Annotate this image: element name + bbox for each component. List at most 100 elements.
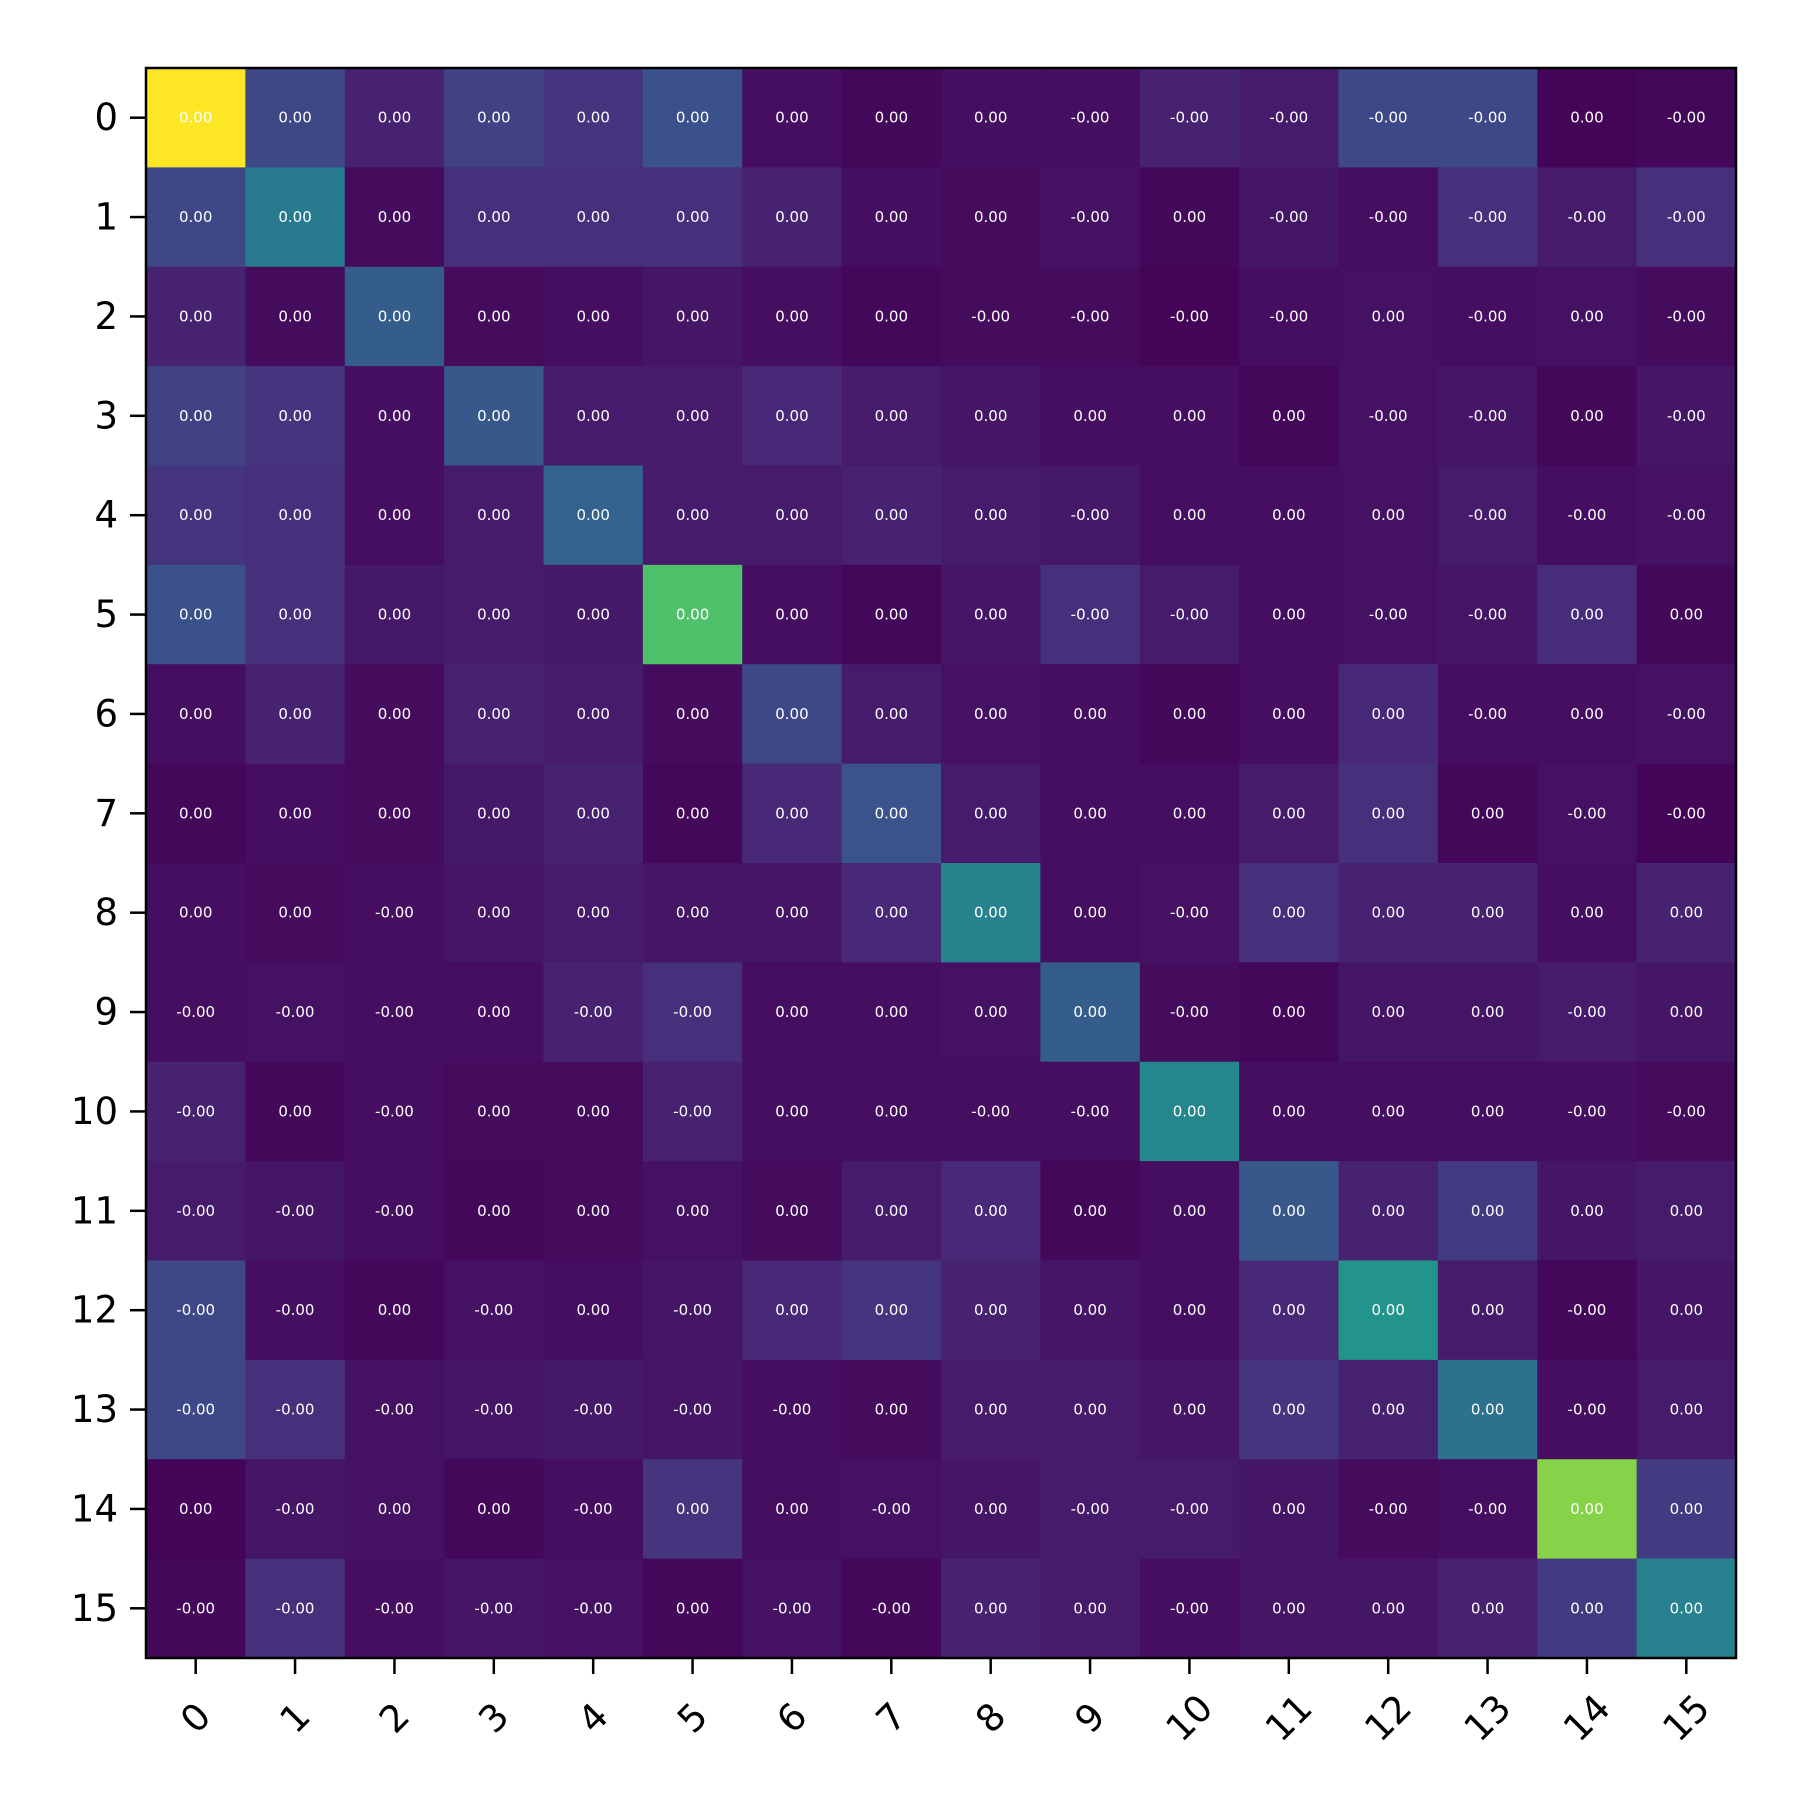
y-tick-label: 7 bbox=[94, 792, 118, 835]
cell-value-label: 0.00 bbox=[1570, 606, 1603, 624]
heatmap-cell bbox=[444, 1161, 545, 1262]
cell-value-label: -0.00 bbox=[1071, 606, 1110, 624]
cell-value-label: 0.00 bbox=[378, 506, 411, 524]
cell-value-label: -0.00 bbox=[375, 904, 414, 922]
cell-value-label: 0.00 bbox=[1570, 705, 1603, 723]
heatmap-cell bbox=[941, 1359, 1041, 1460]
cell-value-label: -0.00 bbox=[1170, 109, 1209, 127]
heatmap-cell bbox=[1338, 863, 1439, 963]
heatmap-cell bbox=[841, 1459, 942, 1560]
cell-value-label: 0.00 bbox=[1670, 1401, 1703, 1419]
heatmap-cell bbox=[146, 167, 246, 268]
cell-value-label: 0.00 bbox=[775, 705, 808, 723]
cell-value-label: 0.00 bbox=[576, 904, 609, 922]
cell-value-label: 0.00 bbox=[676, 904, 709, 922]
heatmap-cell bbox=[1437, 465, 1538, 566]
cell-value-label: -0.00 bbox=[1667, 506, 1706, 524]
heatmap-cell bbox=[742, 1359, 843, 1460]
heatmap-cell bbox=[1139, 266, 1240, 367]
cell-value-label: -0.00 bbox=[1369, 109, 1408, 127]
cell-value-label: -0.00 bbox=[1170, 904, 1209, 922]
cell-value-label: 0.00 bbox=[1073, 904, 1106, 922]
heatmap-cell bbox=[1537, 266, 1638, 367]
cell-value-label: 0.00 bbox=[179, 804, 212, 822]
heatmap-cell bbox=[1239, 863, 1340, 963]
heatmap-cell bbox=[1636, 1359, 1737, 1460]
cell-value-label: 0.00 bbox=[1371, 1301, 1404, 1319]
cell-value-label: 0.00 bbox=[1272, 506, 1305, 524]
cell-value-label: 0.00 bbox=[1371, 506, 1404, 524]
cell-value-label: 0.00 bbox=[1471, 1599, 1504, 1617]
heatmap-cell bbox=[344, 366, 445, 467]
cell-value-label: 0.00 bbox=[1371, 1401, 1404, 1419]
cell-value-label: 0.00 bbox=[1670, 904, 1703, 922]
heatmap-cell bbox=[1636, 465, 1737, 566]
heatmap-cell bbox=[1040, 1161, 1141, 1262]
heatmap-cell bbox=[941, 465, 1041, 566]
heatmap-cell bbox=[543, 1359, 644, 1460]
cell-value-label: 0.00 bbox=[974, 1401, 1007, 1419]
heatmap-cell bbox=[543, 564, 644, 665]
cell-value-label: 0.00 bbox=[378, 705, 411, 723]
cell-value-label: 0.00 bbox=[775, 109, 808, 127]
heatmap-cell bbox=[1537, 1260, 1638, 1361]
heatmap-cell bbox=[444, 1359, 545, 1460]
heatmap-cell bbox=[146, 1459, 246, 1560]
heatmap-cell bbox=[543, 266, 644, 367]
heatmap-cell bbox=[1338, 664, 1439, 765]
heatmap-cell bbox=[245, 1161, 346, 1262]
cell-value-label: 0.00 bbox=[179, 904, 212, 922]
heatmap-cell bbox=[1537, 863, 1638, 963]
cell-value-label: 0.00 bbox=[1371, 1202, 1404, 1220]
cell-value-label: -0.00 bbox=[1468, 307, 1507, 325]
heatmap-cell bbox=[941, 1459, 1041, 1560]
heatmap-cell bbox=[146, 962, 246, 1063]
x-axis: 0 1 2 3 4 5 6 7 8 9 10 11 12 13 14 15 bbox=[172, 1658, 1718, 1750]
heatmap-cell bbox=[543, 962, 644, 1063]
heatmap-cell bbox=[1636, 1459, 1737, 1560]
y-tick-label: 9 bbox=[94, 991, 118, 1034]
cell-value-label: 0.00 bbox=[278, 307, 311, 325]
cell-value-label: 0.00 bbox=[378, 307, 411, 325]
cell-value-label: -0.00 bbox=[1568, 1102, 1607, 1120]
heatmap-cell bbox=[742, 68, 843, 168]
cell-value-label: 0.00 bbox=[1272, 1301, 1305, 1319]
heatmap-cell bbox=[1239, 1260, 1340, 1361]
cell-value-label: -0.00 bbox=[1568, 804, 1607, 822]
heatmap-cell bbox=[1040, 1061, 1141, 1162]
cell-value-label: 0.00 bbox=[278, 606, 311, 624]
cell-value-label: 0.00 bbox=[1371, 705, 1404, 723]
heatmap-cell bbox=[344, 167, 445, 268]
cell-value-label: 0.00 bbox=[974, 109, 1007, 127]
heatmap-cell bbox=[1239, 1359, 1340, 1460]
heatmap-cell bbox=[1537, 1558, 1638, 1659]
cell-value-label: 0.00 bbox=[1570, 904, 1603, 922]
heatmap-cell bbox=[841, 1558, 942, 1659]
plot-frame bbox=[144, 66, 1738, 1660]
heatmap-cell bbox=[444, 1260, 545, 1361]
cell-value-label: 0.00 bbox=[1471, 1301, 1504, 1319]
heatmap-cell bbox=[543, 68, 644, 168]
cell-value-label: -0.00 bbox=[176, 1202, 215, 1220]
heatmap-cell bbox=[1338, 1459, 1439, 1560]
y-tick-label: 0 bbox=[94, 96, 118, 139]
cell-value-label: 0.00 bbox=[1272, 804, 1305, 822]
heatmap-cell bbox=[444, 266, 545, 367]
cell-value-label: 0.00 bbox=[974, 904, 1007, 922]
heatmap-cell bbox=[742, 564, 843, 665]
cell-value-label: 0.00 bbox=[576, 208, 609, 226]
cell-value-label: -0.00 bbox=[176, 1401, 215, 1419]
heatmap-cell bbox=[1537, 1161, 1638, 1262]
cell-value-label: 0.00 bbox=[278, 407, 311, 425]
cell-value-label: 0.00 bbox=[875, 506, 908, 524]
cell-value-label: -0.00 bbox=[176, 1003, 215, 1021]
cell-value-label: 0.00 bbox=[1670, 1003, 1703, 1021]
heatmap-cell bbox=[1338, 962, 1439, 1063]
cell-value-label: -0.00 bbox=[1071, 307, 1110, 325]
cell-value-label: 0.00 bbox=[278, 506, 311, 524]
cell-value-label: -0.00 bbox=[574, 1401, 613, 1419]
cell-value-label: 0.00 bbox=[974, 407, 1007, 425]
cell-value-label: 0.00 bbox=[1570, 1202, 1603, 1220]
heatmap-cell bbox=[1239, 1161, 1340, 1262]
heatmap-cell bbox=[444, 1459, 545, 1560]
